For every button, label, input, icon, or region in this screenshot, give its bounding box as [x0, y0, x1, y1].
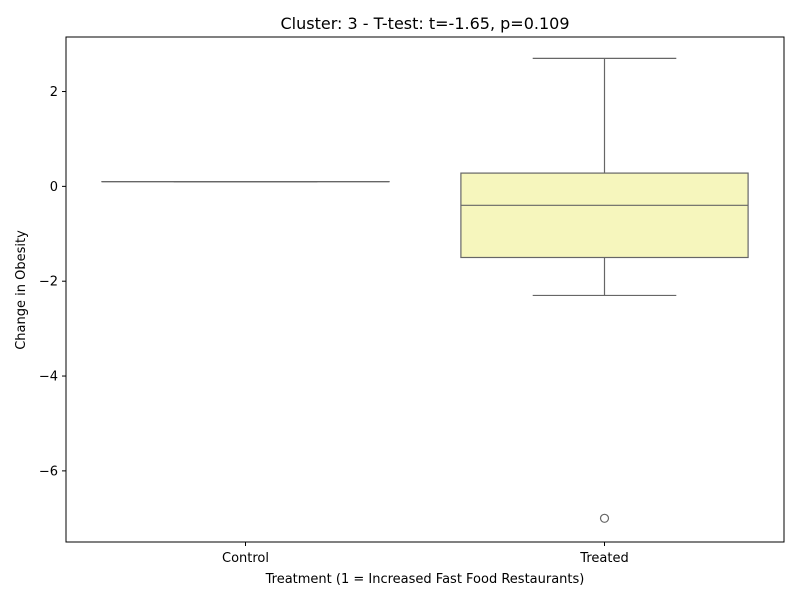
treated-outlier-point: [599, 513, 610, 523]
y-tick-label: 0: [50, 180, 58, 195]
y-tick-label: −6: [39, 464, 58, 479]
chart-title: Cluster: 3 - T-test: t=-1.65, p=0.109: [280, 14, 569, 33]
plot-frame: [65, 36, 785, 543]
plot-area: 2 0 −2 −4 −6 Control Treated: [39, 36, 785, 566]
treated-box: [460, 172, 749, 259]
y-tick-label: −4: [39, 370, 58, 385]
x-tick-label: Treated: [579, 551, 628, 566]
y-tick-label: 2: [50, 85, 58, 100]
x-tick-label: Control: [222, 551, 269, 566]
y-axis-label: Change in Obesity: [14, 230, 29, 350]
y-tick-label: −2: [39, 275, 58, 290]
x-axis-label: Treatment (1 = Increased Fast Food Resta…: [265, 572, 585, 587]
